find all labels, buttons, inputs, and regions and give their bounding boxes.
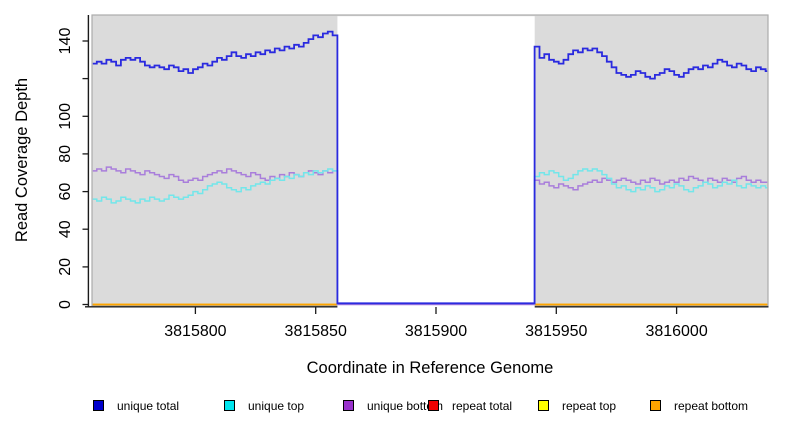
plot-layers: 3815800 3815850 3815900 3815950 3816000 0 20 40…: [57, 14, 769, 340]
legend-swatch-unique-bottom: [343, 400, 354, 411]
no-data-gap-region: [337, 16, 535, 308]
x-axis-title: Coordinate in Reference Genome: [307, 359, 554, 377]
legend-label: unique bottom: [367, 398, 444, 413]
series-unique-top-line: [533, 168, 768, 305]
y-axis-title: Read Coverage Depth: [13, 78, 31, 242]
legend-swatch-repeat-total: [428, 400, 439, 411]
legend-item-unique-bottom: unique bottom: [343, 398, 444, 413]
legend-item-repeat-total: repeat total: [428, 398, 513, 413]
y-tick-label: 80: [57, 145, 74, 163]
legend-label: unique top: [248, 398, 305, 413]
legend-label: repeat total: [452, 398, 513, 413]
legend-label: repeat top: [562, 398, 617, 413]
legend-swatch-unique-top: [224, 400, 235, 411]
legend-item-repeat-top: repeat top: [538, 398, 617, 413]
x-tick-label: 3815900: [405, 323, 467, 340]
y-tick-label: 60: [57, 183, 74, 201]
y-tick-label: 100: [57, 103, 74, 130]
legend-swatch-unique-total: [93, 400, 104, 411]
y-tick-label: 20: [57, 258, 74, 276]
y-tick-label: 0: [57, 300, 74, 309]
x-tick-label: 3815950: [525, 323, 587, 340]
x-tick-label: 3815850: [285, 323, 347, 340]
x-tick-label: 3816000: [645, 323, 707, 340]
x-tick-label: 3815800: [164, 323, 226, 340]
legend-label: unique total: [117, 398, 180, 413]
legend-item-unique-total: unique total: [93, 398, 180, 413]
legend-label: repeat bottom: [674, 398, 749, 413]
series-unique-total-line: [92, 30, 768, 305]
y-tick-label: 140: [57, 28, 74, 55]
y-tick-label: 40: [57, 220, 74, 238]
legend-swatch-repeat-top: [538, 400, 549, 411]
series-unique-top-line: [92, 168, 339, 305]
legend-swatch-repeat-bottom: [650, 400, 661, 411]
legend-item-unique-top: unique top: [224, 398, 305, 413]
legend-item-repeat-bottom: repeat bottom: [650, 398, 749, 413]
